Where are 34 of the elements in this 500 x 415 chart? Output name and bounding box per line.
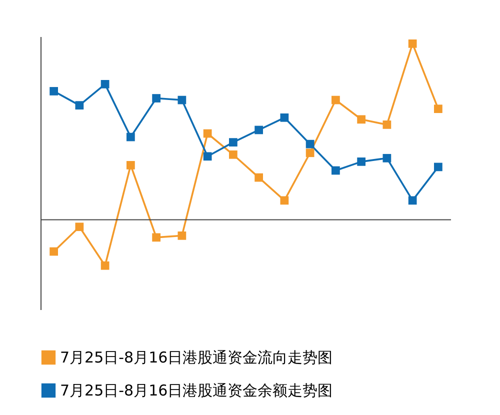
point	[50, 87, 58, 96]
point	[434, 104, 442, 114]
point	[178, 96, 186, 104]
point	[152, 233, 160, 242]
point	[254, 126, 263, 134]
point	[75, 222, 84, 232]
point	[306, 140, 314, 148]
point	[178, 231, 186, 240]
point	[382, 154, 392, 162]
point	[306, 148, 314, 158]
point	[229, 138, 238, 146]
point	[100, 80, 110, 88]
legend-label: 7月25日-8月16日港股通资金余额走势图	[60, 382, 333, 400]
point	[100, 261, 110, 270]
point	[332, 96, 340, 104]
point	[75, 101, 84, 110]
point	[332, 166, 340, 175]
point	[254, 173, 263, 182]
point	[357, 115, 366, 124]
point	[203, 129, 212, 138]
point	[229, 150, 238, 159]
point	[126, 132, 135, 142]
point	[152, 94, 160, 102]
point	[408, 196, 417, 205]
point	[357, 157, 366, 166]
point	[434, 162, 442, 172]
point	[408, 39, 417, 48]
legend-label: 7月25日-8月16日港股通资金流向走势图	[60, 348, 333, 366]
point	[280, 113, 289, 122]
point	[280, 196, 289, 205]
point	[382, 120, 392, 129]
point	[50, 247, 58, 256]
point	[203, 152, 212, 161]
point	[126, 161, 135, 170]
